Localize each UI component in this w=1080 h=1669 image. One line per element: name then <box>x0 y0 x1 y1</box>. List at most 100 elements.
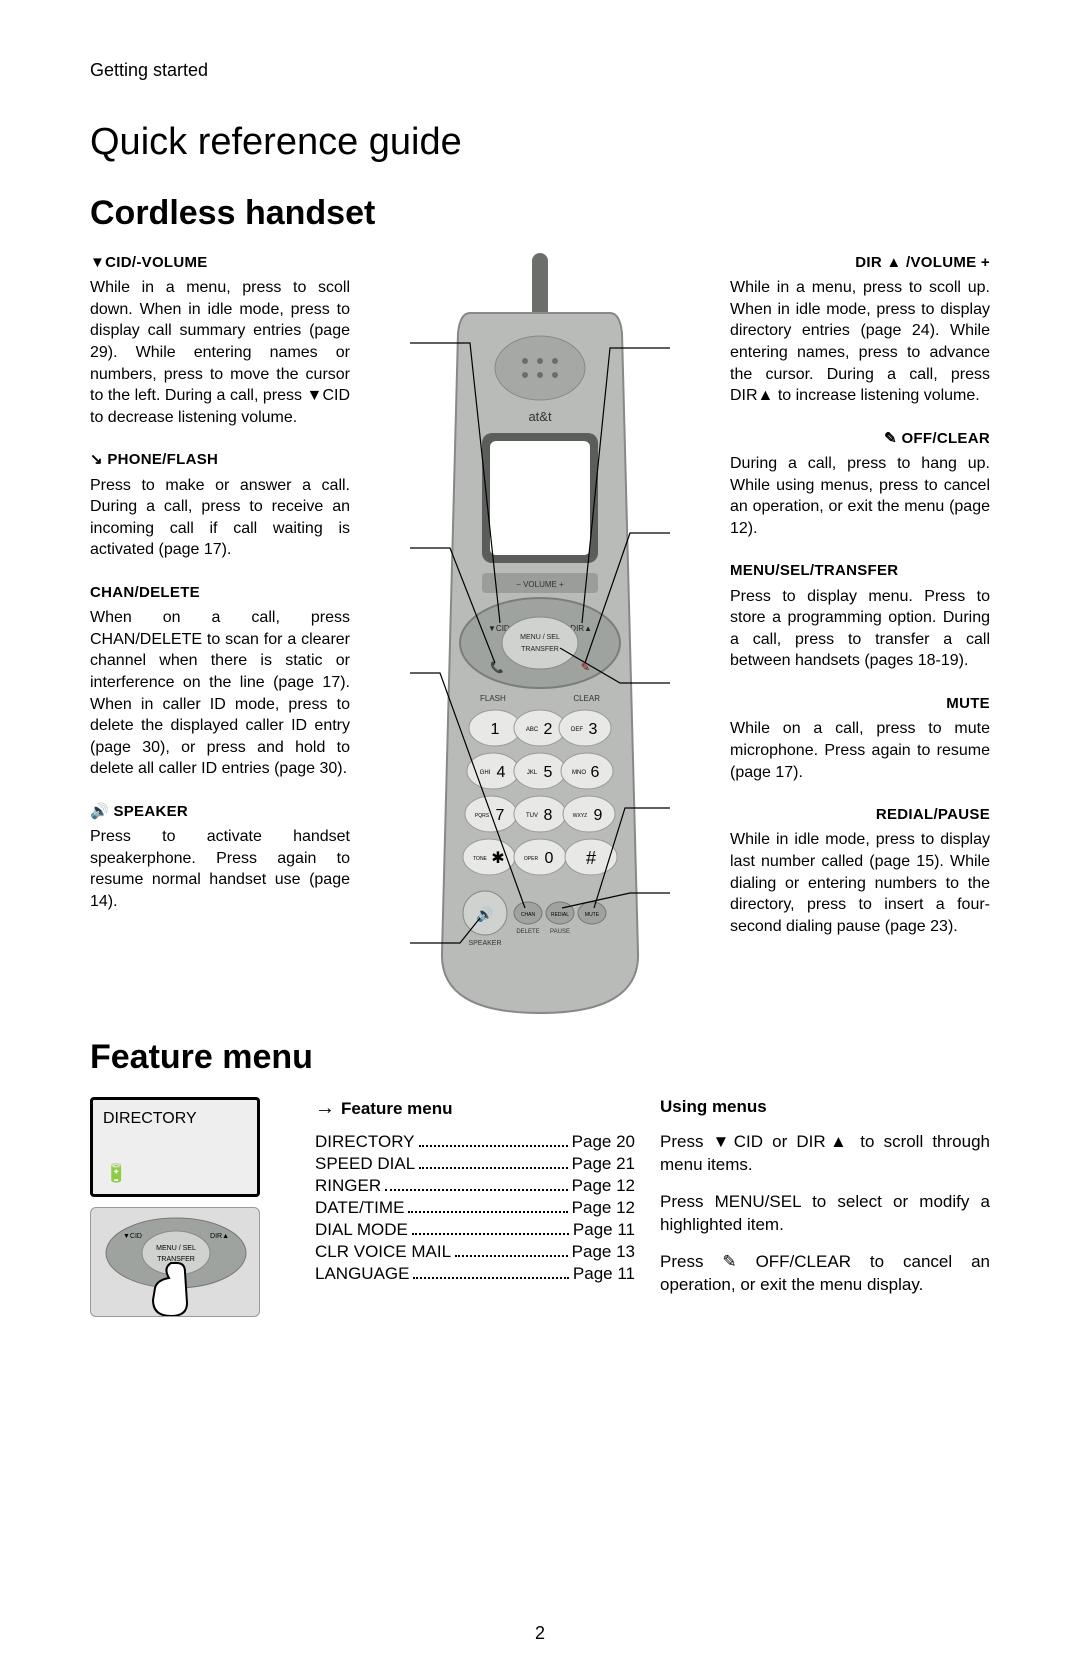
menu-list-row: LANGUAGE Page 11 <box>315 1264 635 1284</box>
svg-text:DIR▲: DIR▲ <box>210 1233 229 1240</box>
using-menus-para: Press MENU/SEL to select or modify a hig… <box>660 1191 990 1237</box>
svg-text:▼CID: ▼CID <box>123 1233 142 1240</box>
feature-menu-head-text: Feature menu <box>341 1099 452 1118</box>
using-menus: Using menus Press ▼CID or DIR▲ to scroll… <box>660 1097 990 1317</box>
menu-list-row: RINGER Page 12 <box>315 1176 635 1196</box>
page-title: Quick reference guide <box>90 121 990 164</box>
callout-head: ↘ PHONE/FLASH <box>90 450 350 470</box>
svg-text:OPER: OPER <box>524 856 539 862</box>
leader-dots <box>419 1154 568 1169</box>
menu-list-row: SPEED DIALPage 21 <box>315 1154 635 1174</box>
svg-text:3: 3 <box>589 721 598 738</box>
callout-head: CHAN/DELETE <box>90 583 350 603</box>
battery-icon: 🔋 <box>105 1163 127 1184</box>
menu-list-row: DIAL MODE Page 11 <box>315 1220 635 1240</box>
callout-off-clear: ✎ OFF/CLEAR During a call, press to hang… <box>730 429 990 540</box>
mini-illustrations: DIRECTORY 🔋 MENU / SEL TRANSFER ▼CID DIR… <box>90 1097 290 1317</box>
phone-svg: at&t − VOLUME + ▼CID DIR▲ MENU / SEL TRA… <box>410 253 670 1033</box>
callout-body: While in idle mode, press to display las… <box>730 829 990 937</box>
callout-body: Press to make or answer a call. During a… <box>90 475 350 561</box>
callout-body: While on a call, press to mute microphon… <box>730 718 990 783</box>
menu-item-label: DIAL MODE <box>315 1220 408 1240</box>
menu-item-label: RINGER <box>315 1176 381 1196</box>
svg-text:MENU / SEL: MENU / SEL <box>520 634 560 641</box>
callout-speaker: 🔊 SPEAKER Press to activate handset spea… <box>90 802 350 913</box>
svg-text:✎: ✎ <box>581 662 590 674</box>
callout-body: When on a call, press CHAN/DELETE to sca… <box>90 607 350 780</box>
menu-item-page: Page 12 <box>572 1198 635 1218</box>
using-menus-para: Press ▼CID or DIR▲ to scroll through men… <box>660 1131 990 1177</box>
section-feature-menu: Feature menu <box>90 1038 990 1077</box>
svg-text:PQRS: PQRS <box>475 813 490 819</box>
svg-text:ABC: ABC <box>526 727 539 733</box>
feature-menu-list: →Feature menu DIRECTORYPage 20SPEED DIAL… <box>315 1097 635 1317</box>
callout-body: Press to display menu. Press to store a … <box>730 586 990 672</box>
menu-item-page: Page 11 <box>573 1220 635 1240</box>
svg-text:1: 1 <box>491 721 500 738</box>
callout-body: Press to activate handset speakerphone. … <box>90 826 350 912</box>
breadcrumb: Getting started <box>90 60 990 81</box>
svg-text:DELETE: DELETE <box>516 929 539 935</box>
menu-item-page: Page 12 <box>572 1176 635 1196</box>
menu-item-label: CLR VOICE MAIL <box>315 1242 451 1262</box>
leader-dots <box>412 1220 569 1235</box>
svg-text:2: 2 <box>544 721 553 738</box>
leader-dots <box>385 1176 568 1191</box>
menu-item-label: SPEED DIAL <box>315 1154 415 1174</box>
feature-menu-row: DIRECTORY 🔋 MENU / SEL TRANSFER ▼CID DIR… <box>90 1097 990 1317</box>
callout-head: ✎ OFF/CLEAR <box>730 429 990 449</box>
callouts-grid: ▼CID/-VOLUME While in a menu, press to s… <box>90 253 990 1033</box>
svg-text:SPEAKER: SPEAKER <box>468 940 501 947</box>
svg-text:TONE: TONE <box>473 856 487 862</box>
svg-text:REDIAL: REDIAL <box>551 912 569 918</box>
svg-text:FLASH: FLASH <box>480 694 506 703</box>
svg-text:📞: 📞 <box>490 660 504 674</box>
callout-head: REDIAL/PAUSE <box>730 805 990 825</box>
menu-item-page: Page 20 <box>572 1132 635 1152</box>
svg-text:GHI: GHI <box>480 770 491 776</box>
menu-item-page: Page 11 <box>573 1264 635 1284</box>
svg-text:4: 4 <box>497 764 506 781</box>
callout-body: While in a menu, press to scoll up. When… <box>730 277 990 407</box>
svg-text:MUTE: MUTE <box>585 912 600 918</box>
mini-nav-illustration: MENU / SEL TRANSFER ▼CID DIR▲ <box>90 1207 260 1317</box>
callout-mute: MUTE While on a call, press to mute micr… <box>730 694 990 783</box>
svg-text:MNO: MNO <box>572 770 586 776</box>
callout-body: While in a menu, press to scoll down. Wh… <box>90 277 350 428</box>
callout-cid-volume: ▼CID/-VOLUME While in a menu, press to s… <box>90 253 350 428</box>
svg-text:MENU / SEL: MENU / SEL <box>156 1245 196 1252</box>
svg-text:6: 6 <box>591 764 600 781</box>
feature-menu-list-head: →Feature menu <box>315 1097 635 1120</box>
svg-text:CHAN: CHAN <box>521 912 536 918</box>
svg-text:✱: ✱ <box>491 850 504 867</box>
menu-list-row: DATE/TIME Page 12 <box>315 1198 635 1218</box>
svg-text:TRANSFER: TRANSFER <box>157 1256 195 1263</box>
menu-list-row: CLR VOICE MAIL Page 13 <box>315 1242 635 1262</box>
page-number: 2 <box>0 1623 1080 1644</box>
callout-menu-sel-transfer: MENU/SEL/TRANSFER Press to display menu.… <box>730 561 990 672</box>
svg-text:DEF: DEF <box>571 727 583 733</box>
svg-text:TRANSFER: TRANSFER <box>521 646 559 653</box>
leader-dots <box>455 1242 568 1257</box>
menu-list-row: DIRECTORYPage 20 <box>315 1132 635 1152</box>
callout-head: MUTE <box>730 694 990 714</box>
brand-label: at&t <box>528 409 552 424</box>
svg-text:PAUSE: PAUSE <box>550 929 570 935</box>
svg-text:JKL: JKL <box>527 770 538 776</box>
svg-text:0: 0 <box>545 850 554 867</box>
mini-screen-title: DIRECTORY <box>103 1110 197 1127</box>
callout-redial-pause: REDIAL/PAUSE While in idle mode, press t… <box>730 805 990 937</box>
svg-text:WXYZ: WXYZ <box>573 813 587 819</box>
callout-dir-volume: DIR ▲ /VOLUME + While in a menu, press t… <box>730 253 990 407</box>
callout-head: MENU/SEL/TRANSFER <box>730 561 990 581</box>
callout-body: During a call, press to hang up. While u… <box>730 453 990 539</box>
callout-head: ▼CID/-VOLUME <box>90 253 350 273</box>
menu-item-label: LANGUAGE <box>315 1264 409 1284</box>
leader-dots <box>408 1198 567 1213</box>
menu-item-label: DATE/TIME <box>315 1198 404 1218</box>
menu-item-page: Page 13 <box>572 1242 635 1262</box>
svg-text:#: # <box>586 848 596 868</box>
mini-screen: DIRECTORY 🔋 <box>90 1097 260 1197</box>
using-menus-head: Using menus <box>660 1097 990 1117</box>
handset-illustration: at&t − VOLUME + ▼CID DIR▲ MENU / SEL TRA… <box>360 253 720 1033</box>
